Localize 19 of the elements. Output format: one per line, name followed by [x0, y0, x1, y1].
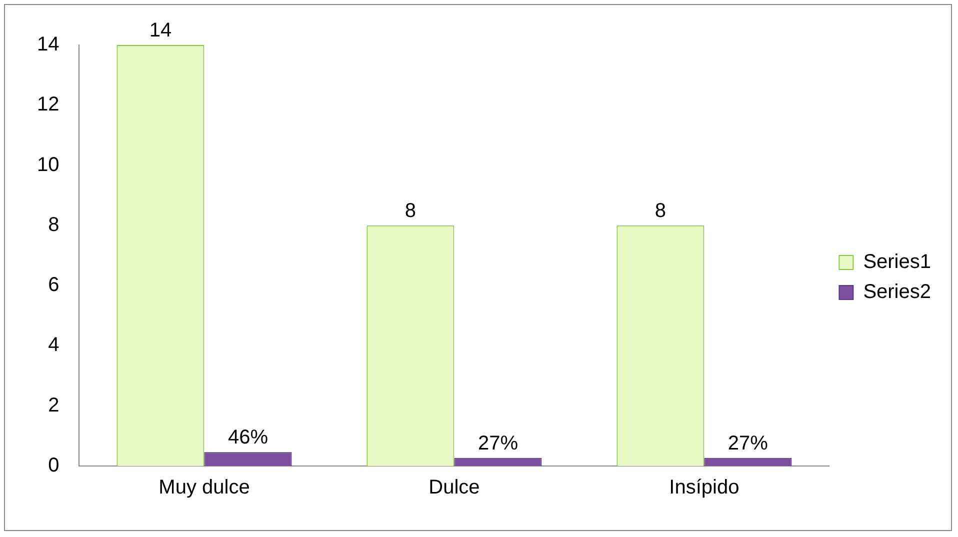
y-tick-label: 8 — [48, 214, 60, 236]
data-label: 27% — [478, 432, 518, 454]
y-tick-label: 12 — [36, 94, 60, 116]
y-tick-label: 14 — [36, 34, 60, 56]
legend-label: Series1 — [863, 251, 931, 274]
data-label: 8 — [404, 200, 416, 222]
y-tick-label: 6 — [48, 274, 60, 296]
data-label: 8 — [654, 200, 666, 222]
data-label: 27% — [728, 432, 768, 454]
legend-label: Series2 — [863, 281, 931, 304]
data-label: 46% — [228, 426, 268, 449]
y-tick-label: 2 — [48, 394, 60, 416]
x-tick-label: Insípido — [669, 476, 740, 499]
y-tick-label: 0 — [48, 454, 60, 477]
y-tick-label: 4 — [48, 334, 60, 356]
x-tick-label: Muy dulce — [158, 476, 250, 499]
data-label: 14 — [149, 20, 172, 42]
x-tick-label: Dulce — [428, 476, 480, 499]
y-tick-label: 10 — [36, 154, 60, 176]
